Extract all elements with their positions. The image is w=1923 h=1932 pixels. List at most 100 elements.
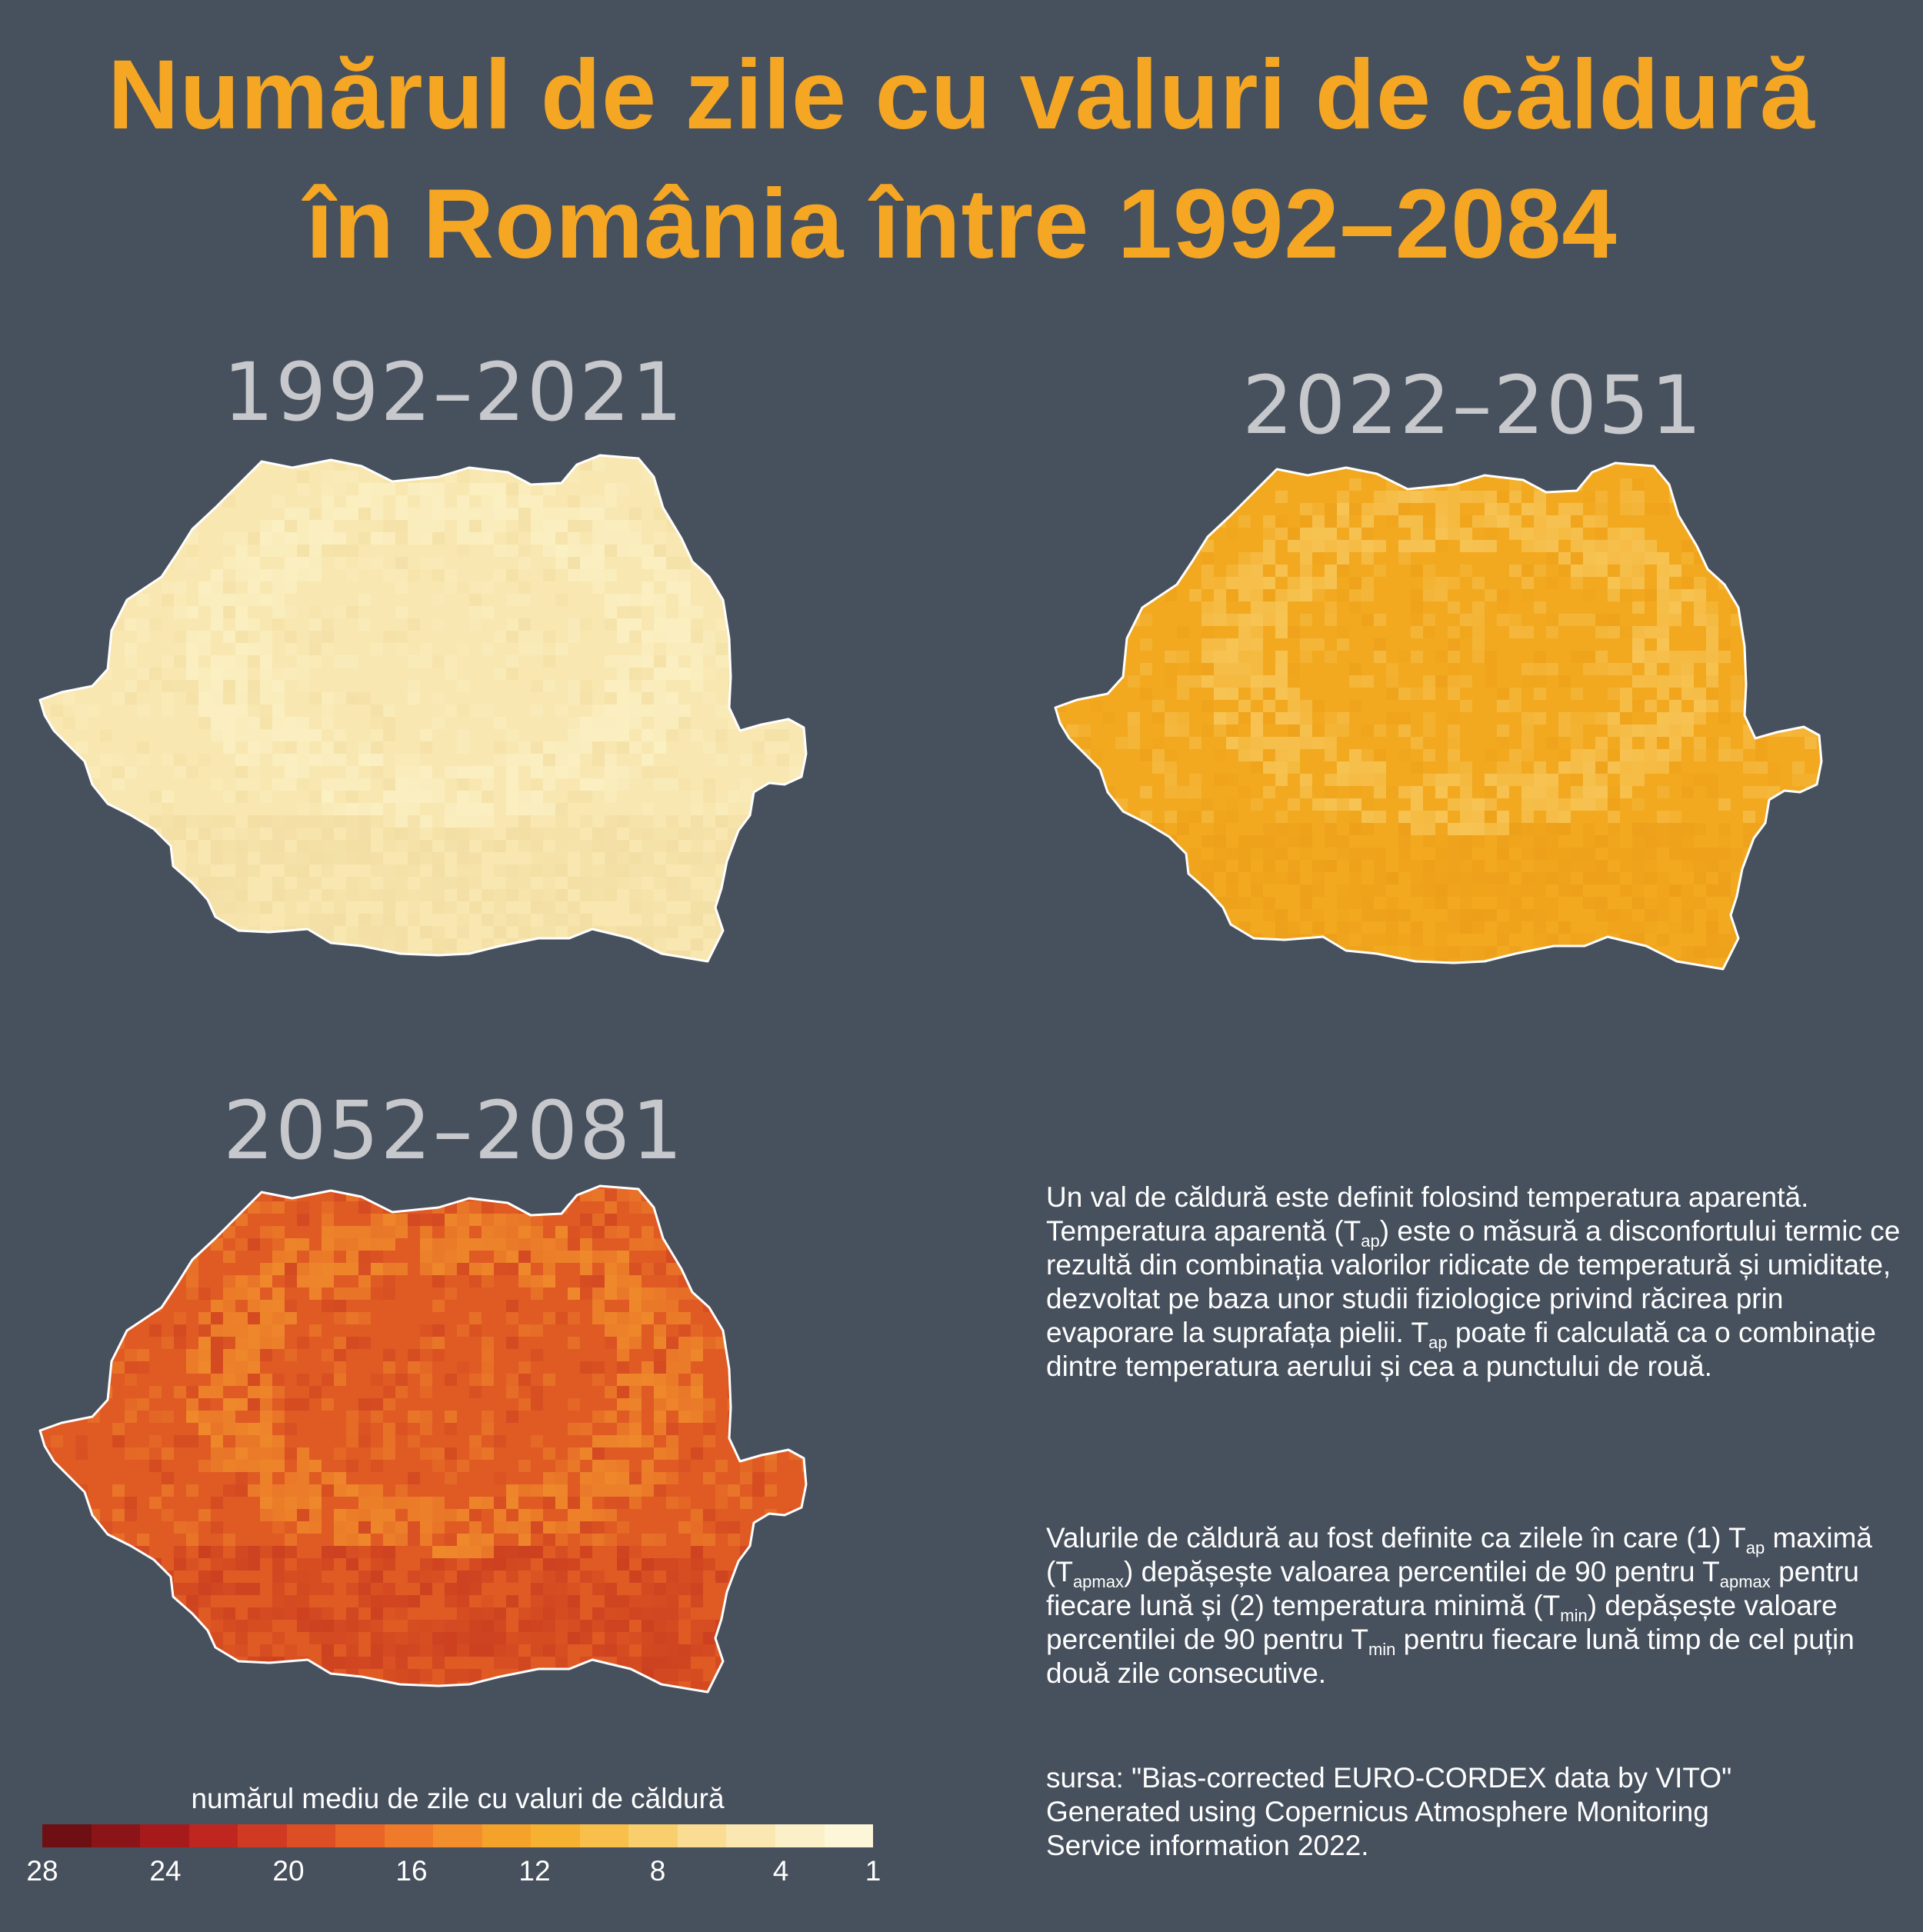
heat-cell xyxy=(40,631,51,643)
heat-cell xyxy=(408,840,420,852)
heat-cell xyxy=(469,1435,482,1447)
heat-cell xyxy=(1718,946,1731,958)
heat-cell xyxy=(691,1275,703,1287)
heat-cell xyxy=(666,1694,678,1706)
heat-cell xyxy=(272,1521,285,1534)
heat-cell xyxy=(666,557,678,569)
heat-cell xyxy=(494,1657,506,1669)
heat-cell xyxy=(248,1558,260,1571)
heat-cell xyxy=(358,828,371,840)
heat-cell xyxy=(1115,565,1128,577)
heat-cell xyxy=(309,828,322,840)
heat-cell xyxy=(555,1571,568,1583)
heat-cell xyxy=(802,1214,806,1226)
heat-cell xyxy=(285,1534,297,1546)
heat-cell xyxy=(309,938,322,951)
heat-cell xyxy=(1201,798,1214,811)
heat-cell xyxy=(1275,737,1288,749)
heat-cell xyxy=(40,1583,51,1595)
heat-cell xyxy=(1238,700,1251,712)
heat-cell xyxy=(654,1300,666,1312)
heat-cell xyxy=(149,1595,162,1607)
heat-cell xyxy=(629,606,642,618)
heat-cell xyxy=(1238,589,1251,601)
heat-cell xyxy=(174,631,186,643)
heat-cell xyxy=(75,864,88,877)
heat-cell xyxy=(580,557,592,569)
heat-cell xyxy=(272,1312,285,1324)
heat-cell xyxy=(358,483,371,495)
heat-cell xyxy=(285,557,297,569)
heat-cell xyxy=(1472,835,1485,848)
heat-cell xyxy=(617,520,629,532)
heat-cell xyxy=(1152,463,1165,466)
heat-cell xyxy=(322,926,334,938)
heat-cell xyxy=(1312,638,1325,651)
heat-cell xyxy=(580,963,592,975)
heat-cell xyxy=(469,864,482,877)
heat-cell xyxy=(88,815,100,828)
heat-cell xyxy=(494,1546,506,1558)
heat-cell xyxy=(211,1374,223,1386)
heat-cell xyxy=(1201,971,1214,983)
heat-cell xyxy=(494,901,506,914)
heat-cell xyxy=(1226,946,1238,958)
heat-cell xyxy=(395,791,408,803)
page-title: Numărul de zile cu valuri de căldură în … xyxy=(0,31,1923,289)
colorbar-swatch xyxy=(726,1824,775,1847)
heat-cell xyxy=(1140,909,1152,921)
heat-cell xyxy=(518,1657,531,1669)
heat-cell xyxy=(1805,921,1817,934)
heat-cell xyxy=(1780,897,1792,909)
heat-cell xyxy=(555,864,568,877)
heat-cell xyxy=(617,1460,629,1472)
heat-cell xyxy=(75,1546,88,1558)
heat-cell xyxy=(629,852,642,864)
heat-cell xyxy=(1632,626,1645,638)
heat-cell xyxy=(1497,848,1509,860)
heat-cell xyxy=(715,705,728,717)
heat-cell xyxy=(457,1324,469,1337)
heat-cell xyxy=(617,1263,629,1275)
heat-cell xyxy=(51,840,63,852)
heat-cell xyxy=(186,606,198,618)
heat-cell xyxy=(1103,626,1115,638)
heat-cell xyxy=(1755,463,1768,466)
heat-cell xyxy=(162,680,174,692)
heat-cell xyxy=(1066,835,1078,848)
heat-cell xyxy=(1238,971,1251,983)
heat-cell xyxy=(1361,971,1374,983)
heat-cell xyxy=(1201,626,1214,638)
heat-cell xyxy=(371,803,383,815)
heat-cell xyxy=(1534,958,1546,969)
heat-cell xyxy=(457,495,469,508)
heat-cell xyxy=(383,938,395,951)
heat-cell xyxy=(642,680,654,692)
heat-cell xyxy=(358,778,371,791)
heat-cell xyxy=(1731,749,1743,761)
heat-cell xyxy=(654,1411,666,1423)
heat-cell xyxy=(1608,872,1620,884)
heat-cell xyxy=(235,692,248,705)
heat-cell xyxy=(174,1251,186,1263)
heat-cell xyxy=(518,483,531,495)
heat-cell xyxy=(432,1521,445,1534)
heat-cell xyxy=(1189,860,1201,872)
heat-cell xyxy=(383,1361,395,1374)
heat-cell xyxy=(395,803,408,815)
heat-cell xyxy=(518,1632,531,1644)
heat-cell xyxy=(162,815,174,828)
heat-cell xyxy=(752,1312,765,1324)
heat-cell xyxy=(1534,463,1546,466)
heat-cell xyxy=(248,828,260,840)
heat-cell xyxy=(678,1312,691,1324)
heat-cell xyxy=(112,1186,125,1189)
heat-cell xyxy=(1485,503,1497,515)
heat-cell xyxy=(297,1497,309,1509)
heat-cell xyxy=(309,1620,322,1632)
heat-cell xyxy=(814,951,826,963)
heat-cell xyxy=(432,791,445,803)
heat-cell xyxy=(1263,946,1275,958)
heat-cell xyxy=(383,1287,395,1300)
heat-cell xyxy=(100,1706,112,1718)
